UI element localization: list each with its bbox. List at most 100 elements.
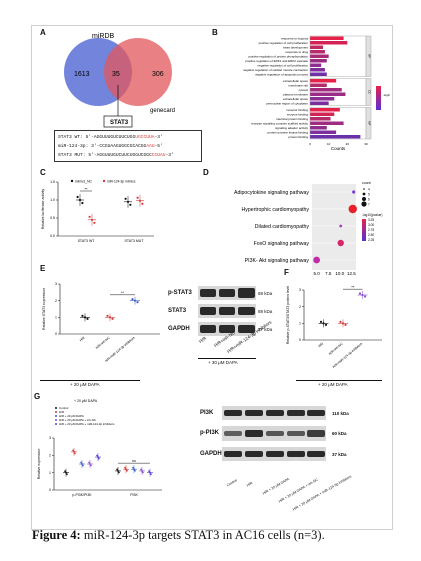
g-point	[72, 449, 74, 452]
g-legend-marker	[55, 411, 57, 413]
go-bar	[310, 59, 327, 63]
go-x-tick: 20	[346, 142, 350, 146]
blot-g: PI3K p-PI3K GAPDH 110 kDa 60 kDa 37 kDa …	[200, 404, 380, 512]
c-x-tick: STAT3 WT	[78, 239, 96, 243]
c-legend-label: miR-124-3p mimics	[107, 179, 136, 183]
c-point	[129, 203, 132, 206]
go-bar	[310, 83, 327, 87]
go-term-label: positive regulation of protein phosphory…	[248, 54, 308, 58]
g-annotation: ns	[132, 459, 136, 463]
e-y-tick: 1	[55, 316, 57, 320]
dapa-label-f: + 20 μM DAPA	[318, 382, 348, 387]
e-annotation: **	[121, 290, 125, 295]
d-dot	[352, 190, 356, 194]
g-point	[150, 473, 152, 476]
go-term-label: cytosol	[299, 88, 309, 92]
g-point	[88, 461, 90, 464]
go-bar	[310, 68, 325, 72]
blot-e-row-3: GAPDH	[168, 326, 190, 332]
g-point	[134, 469, 136, 472]
venn-right-circle	[104, 38, 172, 106]
figure-border	[31, 25, 393, 530]
d-p-title: -log10(pvalue)	[362, 213, 382, 217]
d-count-marker	[363, 188, 365, 190]
blot-g-kda-2: 60 kDa	[332, 431, 347, 436]
seq-wt-line: STAT3 WT: 5'-AGGUUUGUCUUCUGGUGCCUUA-3'	[58, 135, 163, 140]
e-point	[86, 317, 89, 320]
d-count-title: count	[362, 181, 371, 185]
g-y-tick: 3	[49, 436, 51, 440]
g-point	[116, 468, 118, 471]
go-section-strip	[365, 35, 372, 77]
go-bar	[310, 41, 348, 45]
d-count-label: 6	[368, 198, 370, 202]
blot-g-kda-3: 37 kDa	[332, 452, 347, 457]
g-point	[82, 464, 84, 467]
g-point	[80, 461, 82, 464]
g-point	[140, 468, 142, 471]
g-point	[118, 471, 120, 474]
g-legend-marker	[55, 407, 57, 409]
g-point	[148, 470, 150, 473]
d-dot	[339, 224, 343, 228]
go-section-label: MF	[368, 121, 372, 125]
c-annotation: **	[84, 186, 88, 191]
f-x-tick: H/R+inh-NC	[328, 341, 344, 356]
d-dot	[313, 256, 321, 264]
g-point	[142, 471, 144, 474]
c-x-tick: STAT3 MUT	[125, 239, 145, 243]
go-x-tick: 10	[327, 142, 331, 146]
go-bar	[310, 50, 325, 54]
d-x-tick: 10.0	[335, 271, 344, 276]
c-y-tick: 1.5	[50, 180, 55, 184]
go-term-label: heart development	[283, 45, 308, 49]
go-term-label: plasma membrane	[283, 92, 308, 96]
g-legend-label: H/R + 20 μM DAPA + miR-124-3p inhibitors	[59, 422, 115, 426]
panel-label-g: G	[34, 392, 41, 401]
d-p-label: 2.50	[368, 233, 374, 237]
g-point	[66, 473, 68, 476]
d-count-marker	[362, 197, 366, 201]
g-y-tick: 1	[49, 471, 51, 475]
blot-e-row-1: p-STAT3	[168, 290, 192, 296]
c-y-tick: 0.0	[50, 234, 55, 238]
blot-e-kda-3: 37 kDa	[258, 327, 273, 332]
g-y-label: Relative expression	[37, 449, 41, 480]
panel-label-b: B	[212, 28, 218, 37]
e-x-tick: H/R	[79, 335, 86, 342]
g-dapa-label: + 20 μM DAPA	[74, 399, 98, 403]
g-x-tick: p-PI3K/PI3K	[72, 493, 92, 497]
f-x-tick: H/R	[317, 341, 324, 348]
d-count-label: 5	[368, 193, 370, 197]
go-section-strip	[365, 78, 372, 106]
f-point	[324, 323, 328, 326]
blot-g-row-1: PI3K	[200, 410, 214, 416]
g-legend-label: H/R + 20 μM DAPA + inh-NC	[59, 418, 96, 422]
d-p-label: 3.25	[368, 218, 374, 222]
chart-e: 0 1 2 3 Relative STAT3 expression H/R H/R+inh-…	[42, 282, 160, 362]
go-bar	[310, 108, 340, 112]
g-legend-label: H/R + 20 μM DAPA	[59, 414, 84, 418]
f-point	[344, 323, 347, 326]
f-point	[319, 320, 323, 323]
go-term-label: perinuclear region of cytoplasm	[266, 101, 308, 105]
blot-g-row-2: p-PI3K	[200, 430, 220, 436]
d-dot	[348, 204, 357, 214]
c-legend-label: mimics_NC	[75, 179, 92, 183]
g-legend-label: H/R	[59, 410, 64, 414]
chart-c: 0.0 0.5 1.0 1.5 Relative luciferase activity…	[41, 179, 154, 243]
e-x-tick: H/R+inh-NC	[95, 335, 111, 350]
venn-right-count: 306	[152, 71, 164, 78]
go-bar	[310, 72, 327, 76]
d-x-tick: 7.5	[325, 271, 332, 276]
f-y-label: Relative p-STAT3/STAT3 protein level	[286, 286, 290, 345]
blot-g-lane-1: Control	[226, 478, 238, 488]
e-point	[131, 298, 134, 301]
e-point	[81, 314, 84, 317]
d-term-label: FoxO signaling pathway	[254, 241, 310, 247]
d-x-tick: 5.0	[313, 271, 320, 276]
g-y-tick: 2	[49, 454, 51, 458]
panel-label-a: A	[40, 28, 46, 37]
g-point	[64, 470, 66, 473]
